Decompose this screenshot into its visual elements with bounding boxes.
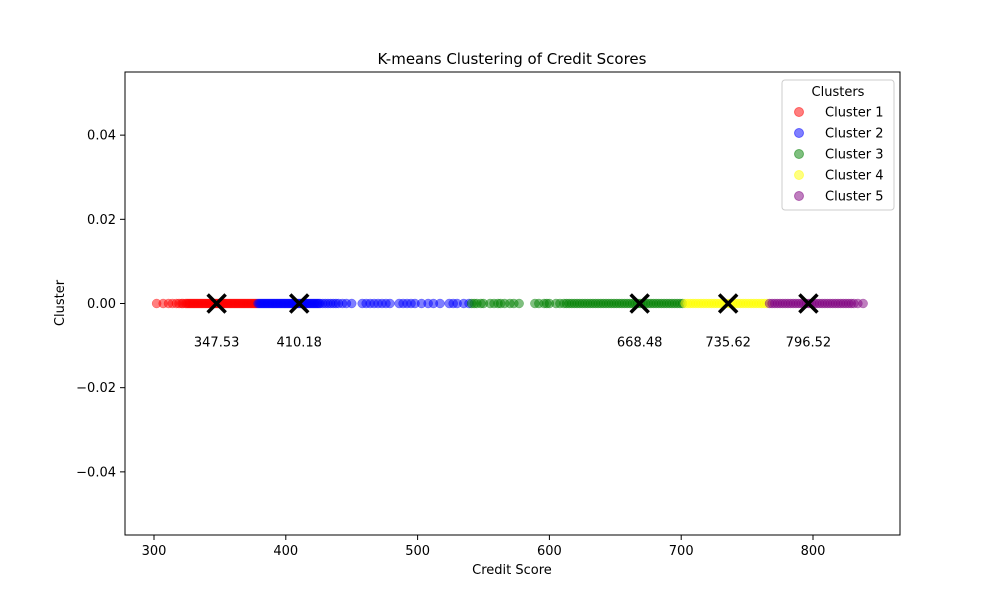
legend-entry: Cluster 1 [825,106,884,121]
legend: Clusters Cluster 1 Cluster 2 Cluster 3 Clust… [781,79,895,211]
y-tick-label: 0.00 [87,297,116,312]
x-tick-label: 700 [669,544,694,559]
centroid-x-stroke [288,293,310,314]
data-point [346,298,357,309]
data-point [385,298,395,309]
x-tick-label: 800 [801,544,826,559]
centroid-label: 735.62 [705,336,751,351]
centroid-label: 410.18 [276,336,322,351]
centroid-x-stroke [206,293,227,314]
y-axis-label: Cluster [53,279,68,326]
centroid-marker [629,293,650,314]
centroid-marker [798,293,819,314]
centroid-label: 347.53 [194,336,240,351]
y-tick-label: −0.04 [76,465,116,480]
legend-entry: Cluster 2 [825,127,884,142]
centroid-marker [717,293,739,314]
y-tick-label: 0.02 [87,213,116,228]
y-tick-label: 0.04 [87,129,116,144]
centroid-x-stroke [717,293,739,314]
data-point [514,298,524,309]
centroid-x-stroke [798,293,819,314]
x-tick-label: 600 [537,544,562,559]
legend-marker [794,191,804,201]
centroid-label: 668.48 [617,336,663,351]
data-point [858,298,868,309]
legend-box [781,79,895,211]
centroid-label: 796.52 [786,336,832,351]
x-tick-label: 400 [273,544,298,559]
centroid-marker [288,293,310,314]
legend-marker [794,107,804,117]
legend-entry: Cluster 4 [825,169,884,184]
data-point [435,298,445,309]
x-tick-label: 300 [142,544,167,559]
y-tick-label: −0.02 [76,381,116,396]
axes: 300 400 500 600 700 800 0.04 0.02 0.00 −0.02 −0.04 [76,71,901,559]
legend-title: Clusters [812,85,865,100]
legend-entry: Cluster 5 [825,190,884,205]
legend-marker [794,170,804,180]
centroid-x-stroke [629,293,650,314]
x-axis-label: Credit Score [472,563,552,578]
legend-entry: Cluster 3 [825,148,884,163]
plot-area: 347.53 410.18 668.48 735.62 796.52 [151,293,868,351]
x-tick-label: 500 [405,544,430,559]
legend-marker [794,149,804,159]
chart-title: K-means Clustering of Credit Scores [378,50,647,68]
legend-marker [794,128,804,138]
centroid-marker [206,293,227,314]
